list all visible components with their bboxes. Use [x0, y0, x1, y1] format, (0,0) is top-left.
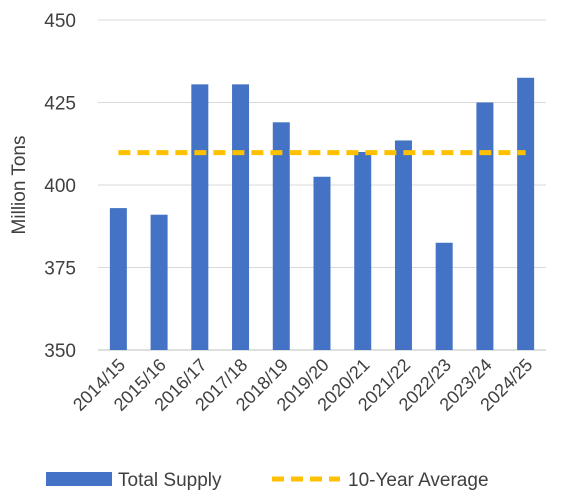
y-tick-label-400: 400 [44, 176, 76, 197]
bar-2020-21 [354, 152, 372, 350]
bar-2015-16 [150, 214, 168, 350]
y-tick-label-375: 375 [44, 259, 76, 280]
bar-2021-22 [394, 140, 412, 350]
y-tick-label-350: 350 [44, 341, 76, 362]
y-tick-label-450: 450 [44, 11, 76, 32]
bar-2024-25 [517, 77, 535, 350]
y-tick-label-425: 425 [44, 94, 76, 115]
bar-2023-24 [476, 102, 494, 350]
bar-series-total-supply [109, 77, 535, 350]
bar-2014-15 [109, 208, 127, 350]
legend-label-total-supply: Total Supply [118, 470, 222, 491]
legend: Total Supply 10-Year Average [46, 470, 489, 491]
bar-2022-23 [435, 242, 453, 350]
legend-swatch-total-supply [46, 472, 112, 486]
bar-2016-17 [191, 84, 209, 350]
bar-2017-18 [232, 84, 250, 350]
legend-label-10-year-average: 10-Year Average [348, 470, 489, 491]
bar-2019-20 [313, 176, 331, 350]
y-axis-tick-labels: 350 375 400 425 450 [44, 11, 76, 362]
x-axis-tick-labels: 2014/152015/162016/172017/182018/192019/… [69, 355, 536, 415]
y-axis-label: Million Tons [9, 136, 30, 235]
bar-2018-19 [272, 122, 290, 350]
